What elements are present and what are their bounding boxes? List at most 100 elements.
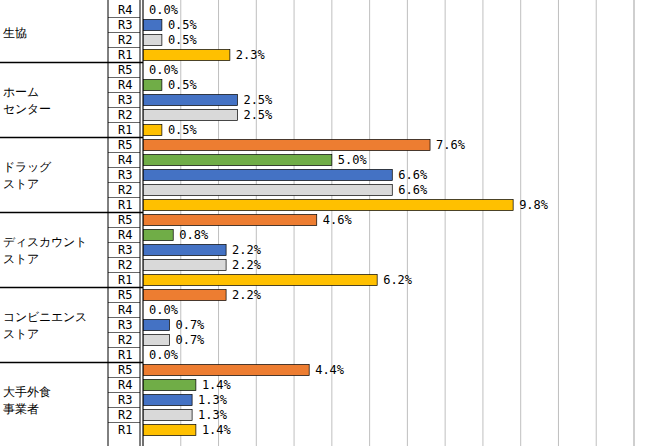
row-separator — [108, 107, 140, 108]
column-line — [140, 0, 141, 446]
data-label: 0.5% — [168, 78, 198, 92]
row-label: R2 — [118, 408, 132, 422]
row-separator — [108, 197, 140, 198]
bar — [143, 170, 392, 181]
group-label: ホームセンター — [3, 85, 51, 116]
bar — [143, 155, 332, 166]
row-label: R3 — [118, 243, 132, 257]
group-label: 大手外食事業者 — [3, 385, 51, 416]
bar — [143, 140, 430, 151]
row-label: R4 — [118, 303, 132, 317]
group-label: ドラッグストア — [3, 160, 52, 191]
data-label: 0.5% — [168, 123, 198, 137]
row-label: R4 — [118, 3, 132, 17]
data-label: 2.5% — [243, 108, 273, 122]
data-label: 0.0% — [149, 348, 179, 362]
row-separator — [108, 77, 140, 78]
grid-line — [445, 0, 446, 446]
column-line — [108, 0, 109, 446]
bar — [143, 365, 309, 376]
data-label: 2.2% — [232, 258, 262, 272]
row-label: R2 — [118, 333, 132, 347]
row-separator — [108, 122, 140, 123]
data-label: 4.6% — [323, 213, 353, 227]
row-label: R1 — [118, 273, 132, 287]
row-label: R4 — [118, 153, 132, 167]
bar — [143, 20, 162, 31]
bar — [143, 395, 192, 406]
row-separator — [108, 272, 140, 273]
bar — [143, 230, 173, 241]
group-separator — [0, 362, 143, 364]
grid-line — [369, 0, 370, 446]
grid-line — [143, 0, 144, 446]
data-label: 1.3% — [198, 393, 228, 407]
grid-line — [634, 0, 635, 446]
bar — [143, 215, 317, 226]
data-label: 0.0% — [149, 3, 179, 17]
grid-line — [520, 0, 521, 446]
row-separator — [108, 302, 140, 303]
bar — [143, 425, 196, 436]
data-label: 0.5% — [168, 33, 198, 47]
row-label: R4 — [118, 228, 132, 242]
data-labels: 0.0%0.5%0.5%2.3%0.0%0.5%2.5%2.5%0.5%7.6%… — [149, 3, 549, 437]
row-label: R1 — [118, 123, 132, 137]
data-label: 0.0% — [149, 303, 179, 317]
data-label: 0.8% — [179, 228, 209, 242]
row-separator — [108, 422, 140, 423]
row-label: R5 — [118, 138, 132, 152]
data-label: 4.4% — [315, 363, 345, 377]
row-separator — [108, 152, 140, 153]
bars — [143, 20, 513, 436]
data-label: 6.6% — [398, 183, 428, 197]
data-label: 7.6% — [436, 138, 466, 152]
row-label: R3 — [118, 93, 132, 107]
row-separator — [108, 32, 140, 33]
data-label: 5.0% — [338, 153, 368, 167]
row-label: R1 — [118, 348, 132, 362]
data-label: 9.8% — [519, 198, 549, 212]
row-label: R3 — [118, 18, 132, 32]
row-separator — [108, 377, 140, 378]
data-label: 1.4% — [202, 378, 232, 392]
bar — [143, 50, 230, 61]
data-label: 1.4% — [202, 423, 232, 437]
grid — [143, 0, 634, 446]
row-label: R2 — [118, 33, 132, 47]
row-separator — [108, 332, 140, 333]
row-label: R5 — [118, 213, 132, 227]
bar — [143, 335, 169, 346]
group-label: 生協 — [3, 26, 27, 40]
data-label: 2.5% — [243, 93, 273, 107]
bar — [143, 200, 513, 211]
bar — [143, 125, 162, 136]
bar — [143, 410, 192, 421]
data-label: 0.0% — [149, 63, 179, 77]
data-label: 0.7% — [175, 333, 205, 347]
axis-end-line — [634, 0, 635, 446]
row-label: R4 — [118, 78, 132, 92]
chart: 0.0%0.5%0.5%2.3%0.0%0.5%2.5%2.5%0.5%7.6%… — [0, 0, 656, 446]
row-label: R2 — [118, 108, 132, 122]
bar — [143, 35, 162, 46]
row-separator — [108, 242, 140, 243]
bar — [143, 290, 226, 301]
bar — [143, 95, 237, 106]
row-separator — [108, 92, 140, 93]
grid-line — [596, 0, 597, 446]
bar — [143, 110, 237, 121]
row-label: R2 — [118, 183, 132, 197]
row-label: R5 — [118, 363, 132, 377]
data-label: 0.5% — [168, 18, 198, 32]
row-separator — [108, 347, 140, 348]
row-label: R5 — [118, 288, 132, 302]
data-label: 0.7% — [175, 318, 205, 332]
bar — [143, 245, 226, 256]
bar — [143, 80, 162, 91]
row-separator — [108, 17, 140, 18]
group-separator — [0, 62, 143, 64]
row-label: R4 — [118, 378, 132, 392]
grid-line — [558, 0, 559, 446]
row-label: R5 — [118, 63, 132, 77]
